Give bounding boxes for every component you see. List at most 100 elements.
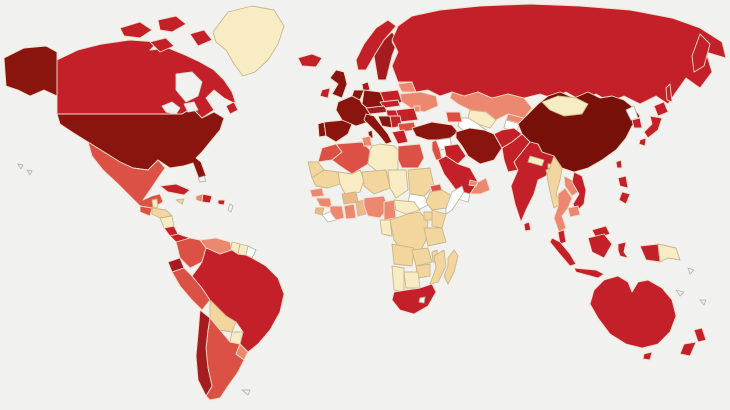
country-north-korea: [625, 105, 639, 121]
country-chile: [195, 309, 213, 397]
country-sudan: [407, 167, 435, 197]
country-denmark: [361, 81, 371, 92]
country-papua-new-guinea: [657, 243, 681, 263]
country-iraq: [443, 143, 467, 165]
country-mexico: [87, 141, 166, 209]
water-great-lakes-east: [183, 101, 199, 113]
country-uk: [329, 69, 348, 99]
country-philippines-north: [617, 175, 629, 189]
country-angola: [391, 243, 415, 267]
country-mali: [337, 169, 365, 197]
country-kamchatka: [691, 33, 711, 73]
country-greenland: [212, 5, 285, 77]
country-brazil: [191, 247, 285, 353]
country-indonesia-sulawesi: [617, 241, 629, 259]
country-congo-gabon: [379, 219, 393, 237]
country-tunisia: [361, 135, 373, 147]
country-laos: [563, 175, 579, 197]
country-cuba: [159, 183, 191, 196]
country-japan-honshu: [643, 115, 663, 139]
country-fiji: [699, 299, 707, 306]
country-australia: [589, 275, 677, 349]
country-namibia: [391, 265, 405, 293]
country-south-africa: [391, 283, 437, 315]
country-lesser-antilles: [227, 203, 234, 213]
country-hawaii-2: [26, 169, 33, 176]
country-canada-arctic-3: [149, 37, 175, 53]
country-newfoundland: [225, 101, 239, 115]
country-egypt: [397, 143, 425, 169]
country-norway: [355, 19, 397, 71]
country-ireland: [319, 87, 331, 99]
country-niger: [361, 169, 391, 195]
country-japan-kyushu: [638, 137, 647, 147]
country-botswana: [403, 271, 421, 289]
country-solomon-islands: [687, 267, 695, 275]
country-lesotho: [418, 296, 426, 304]
country-netherlands-belgium: [351, 89, 365, 101]
country-sakhalin: [665, 83, 673, 103]
country-ukraine: [399, 91, 439, 113]
country-japan-hokkaido: [653, 101, 669, 117]
country-chad: [387, 169, 409, 199]
country-cambodia: [567, 205, 581, 218]
country-senegal: [309, 187, 325, 198]
country-indonesia-borneo: [587, 233, 613, 259]
country-turkey: [411, 121, 459, 141]
country-italy: [363, 113, 393, 145]
country-dominican-republic: [201, 193, 213, 204]
country-zambia: [411, 247, 433, 267]
country-jamaica: [175, 198, 185, 205]
country-south-korea: [631, 117, 643, 129]
country-tasmania: [642, 351, 653, 361]
country-malaysia-peninsula: [557, 229, 567, 245]
country-togo-benin: [355, 199, 367, 217]
country-central-african-republic: [393, 199, 421, 215]
country-iceland: [297, 53, 323, 68]
country-belize: [151, 198, 159, 209]
country-uae: [468, 179, 479, 187]
country-new-zealand-north: [693, 327, 707, 343]
country-nigeria: [363, 195, 389, 219]
country-caucasus: [445, 111, 463, 123]
country-philippines-south: [618, 191, 631, 205]
country-puerto-rico: [217, 199, 226, 206]
country-uruguay: [235, 343, 249, 361]
country-new-caledonia: [675, 289, 685, 297]
country-uganda: [423, 211, 433, 221]
country-alaska: [3, 45, 58, 97]
country-iran: [455, 127, 503, 165]
country-oman: [469, 177, 491, 195]
country-thailand: [553, 187, 573, 233]
country-mozambique: [429, 249, 447, 285]
country-greece: [391, 129, 409, 145]
water-hudson-bay: [175, 71, 203, 103]
country-sweden: [373, 31, 399, 81]
country-mongolia: [541, 95, 589, 117]
country-malaysia-borneo: [591, 225, 611, 239]
country-nepal: [527, 155, 545, 167]
country-guatemala: [139, 205, 153, 217]
water-great-lakes-west: [161, 101, 181, 115]
country-new-zealand-south: [679, 341, 697, 357]
country-canada-arctic-1: [119, 21, 153, 39]
country-madagascar: [443, 249, 459, 285]
country-somalia: [445, 185, 465, 215]
country-indonesia-java: [573, 267, 605, 279]
country-canada-arctic-2: [157, 15, 187, 33]
country-canada-arctic-4: [189, 29, 213, 47]
country-bahamas: [197, 175, 207, 183]
country-falkland-islands: [241, 389, 251, 396]
country-russia: [391, 3, 727, 105]
country-indonesia-sumatra: [549, 237, 577, 267]
country-taiwan: [615, 159, 623, 169]
country-ghana: [343, 203, 357, 220]
country-tanzania: [423, 227, 447, 247]
country-india: [510, 141, 559, 223]
country-hawaii-1: [17, 163, 24, 170]
country-ivory-coast: [329, 205, 345, 221]
country-switzerland-austria: [365, 105, 389, 115]
country-sri-lanka: [523, 221, 532, 232]
